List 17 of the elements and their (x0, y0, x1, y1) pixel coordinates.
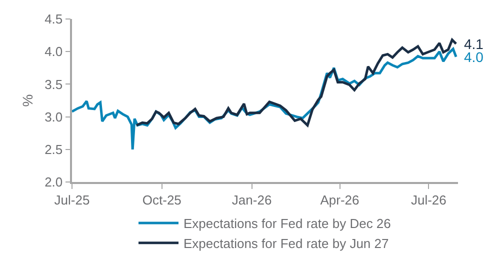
annotation: 4.1 (464, 36, 484, 52)
legend-label: Expectations for Fed rate by Jun 27 (184, 236, 389, 251)
x-tick-label: Oct-25 (142, 192, 182, 208)
x-tick-label: Apr-26 (320, 192, 360, 208)
y-tick-label: 4.5 (44, 12, 63, 27)
y-axis-title: % (20, 94, 36, 107)
line-series (135, 38, 458, 127)
y-tick-label: 3.0 (44, 109, 63, 124)
annotation: 4.0 (464, 49, 484, 65)
x-tick-label: Jul-26 (410, 192, 446, 208)
legend-label: Expectations for Fed rate by Dec 26 (184, 216, 391, 232)
x-tick-label: Jul-25 (54, 192, 90, 208)
y-tick-label: 4.0 (44, 44, 63, 60)
y-tick-label: 2.5 (44, 142, 63, 157)
y-tick-label: 3.5 (44, 76, 63, 92)
y-tick-label: 2.0 (44, 174, 63, 190)
x-tick-label: Jan-26 (232, 192, 272, 208)
